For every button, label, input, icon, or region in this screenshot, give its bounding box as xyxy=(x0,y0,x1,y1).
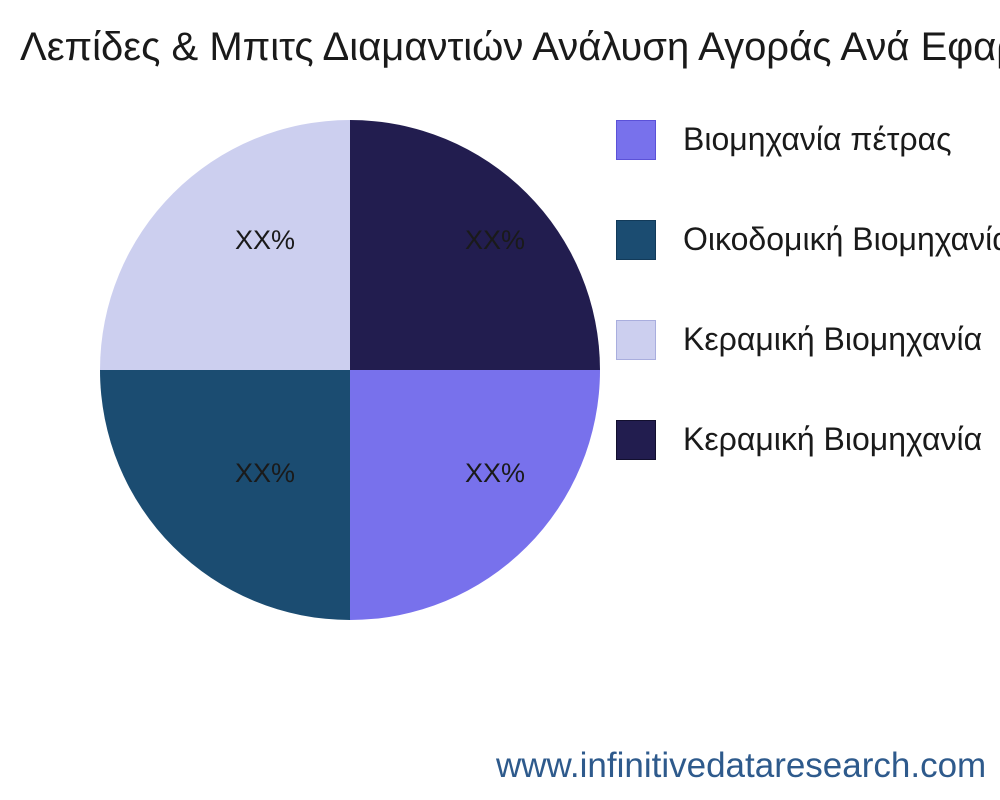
svg-text:XX%: XX% xyxy=(465,225,525,255)
svg-text:XX%: XX% xyxy=(235,225,295,255)
svg-text:XX%: XX% xyxy=(465,458,525,488)
svg-text:XX%: XX% xyxy=(235,458,295,488)
